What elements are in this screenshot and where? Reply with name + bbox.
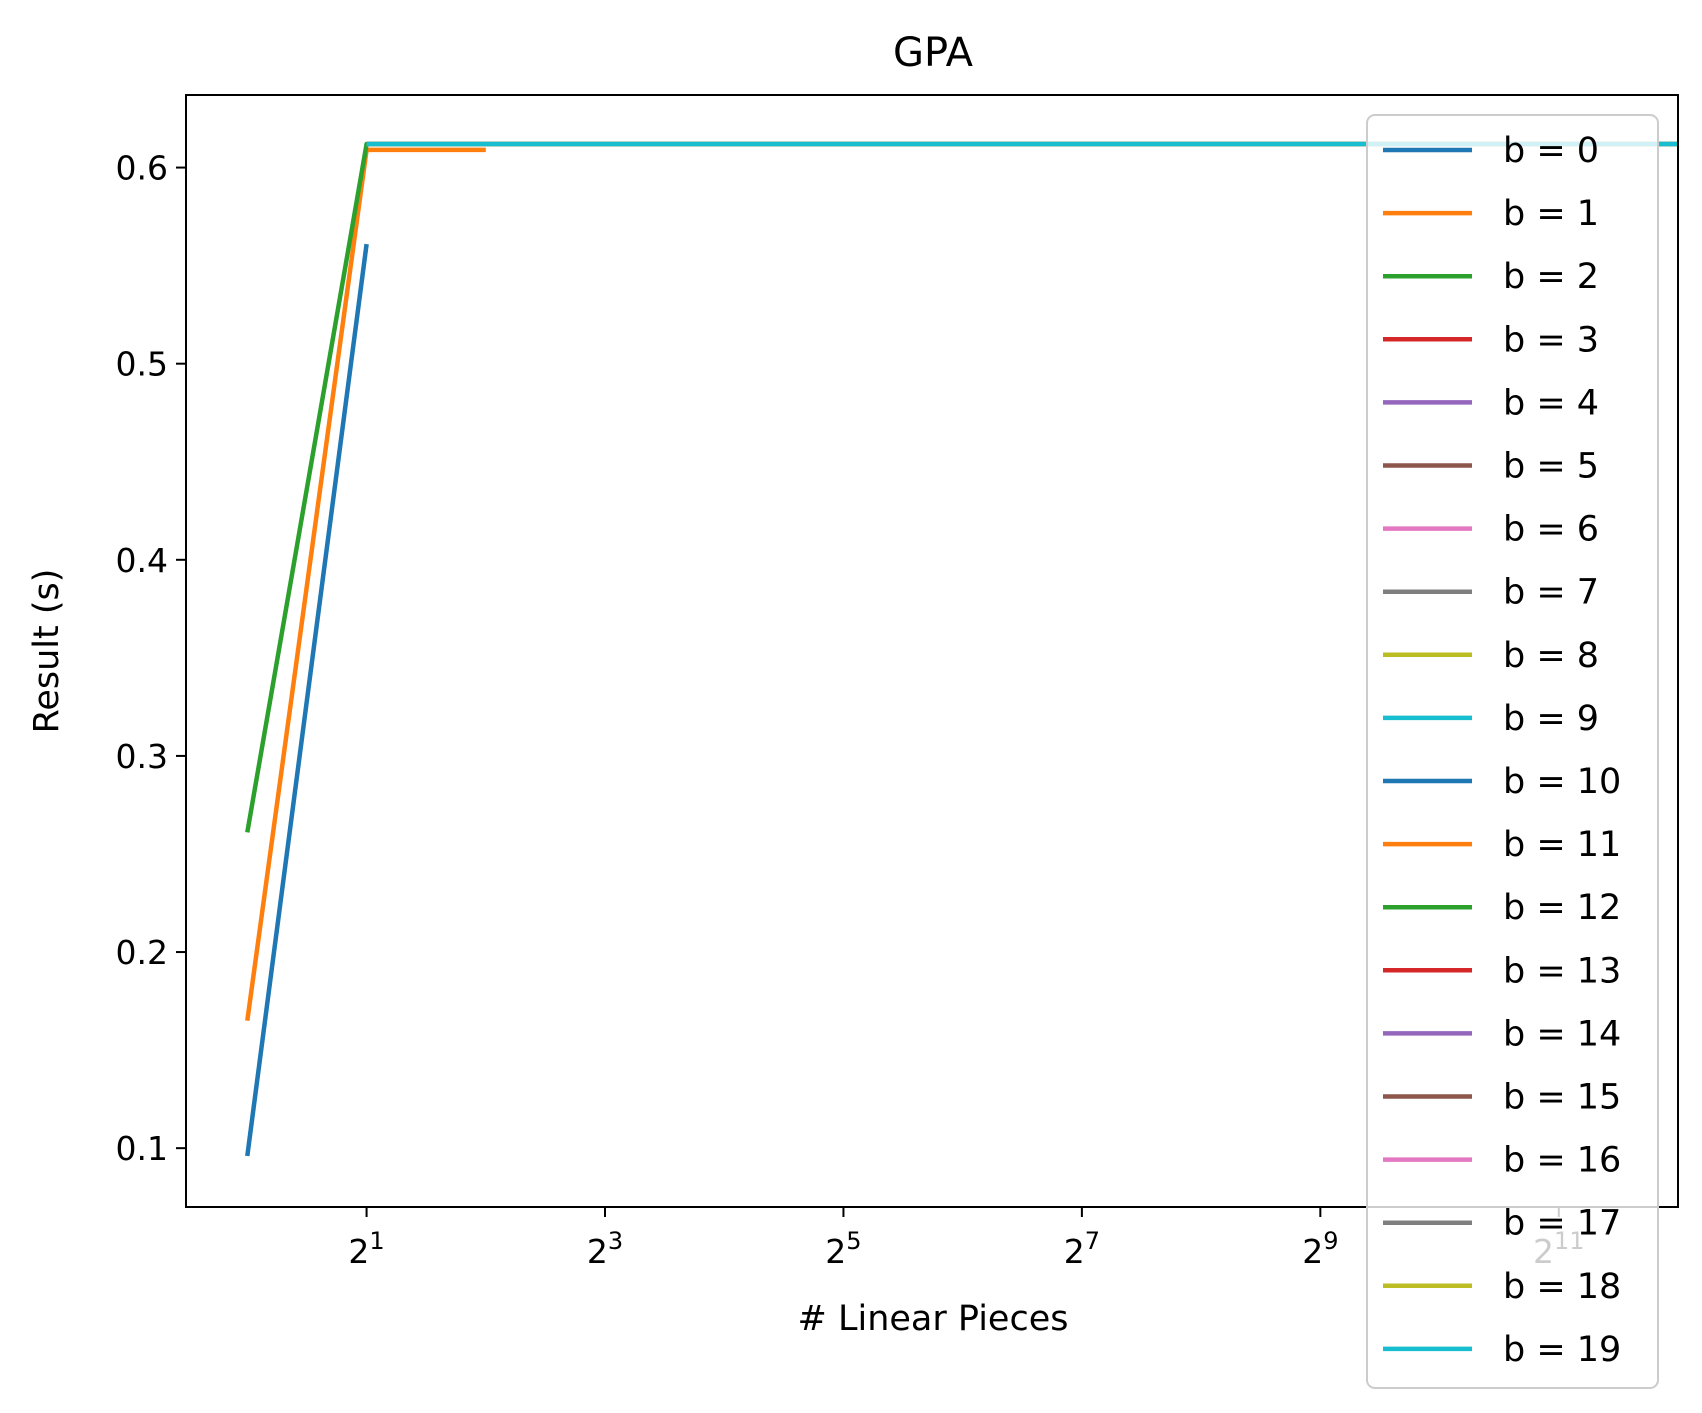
legend-label: b = 18 [1503, 1267, 1621, 1307]
legend-label: b = 19 [1503, 1330, 1621, 1370]
legend-label: b = 12 [1503, 888, 1621, 928]
legend-label: b = 7 [1503, 573, 1599, 613]
y-axis-ticks: 0.1 0.2 0.3 0.4 0.5 0.6 [116, 149, 186, 1168]
x-tick-label: 21 [348, 1227, 384, 1271]
x-tick-label: 25 [825, 1227, 861, 1271]
y-tick-label: 0.1 [116, 1129, 168, 1168]
y-tick-label: 0.5 [116, 345, 168, 384]
y-tick-label: 0.2 [116, 933, 168, 972]
legend-label: b = 8 [1503, 636, 1599, 676]
legend-label: b = 0 [1503, 131, 1599, 171]
y-axis-label: Result (s) [27, 569, 67, 734]
legend-label: b = 1 [1503, 194, 1599, 234]
legend-label: b = 9 [1503, 699, 1599, 739]
legend-label: b = 11 [1503, 825, 1621, 865]
legend-label: b = 3 [1503, 320, 1599, 360]
legend-label: b = 14 [1503, 1014, 1621, 1054]
legend-label: b = 15 [1503, 1078, 1621, 1118]
chart-title: GPA [893, 30, 974, 76]
y-tick-label: 0.4 [116, 541, 168, 580]
x-tick-label: 29 [1302, 1227, 1338, 1271]
legend-label: b = 13 [1503, 951, 1621, 991]
legend-items: b = 0 b = 1 b = 2 b = 3 b = 4 b = 5 b = 6 b = 7… [1383, 131, 1621, 1370]
legend-label: b = 10 [1503, 762, 1621, 802]
legend-box [1366, 114, 1659, 1389]
plot-frame [185, 94, 1679, 1208]
legend-label: b = 17 [1503, 1204, 1621, 1244]
x-tick-label: 23 [587, 1227, 623, 1271]
legend-label: b = 16 [1503, 1141, 1621, 1181]
legend-label: b = 5 [1503, 447, 1599, 487]
x-axis-label: # Linear Pieces [798, 1299, 1069, 1339]
x-tick-label: 27 [1064, 1227, 1100, 1271]
legend-label: b = 6 [1503, 510, 1599, 550]
y-tick-label: 0.6 [116, 149, 168, 188]
legend-label: b = 4 [1503, 383, 1599, 423]
legend: b = 0 b = 1 b = 2 b = 3 b = 4 b = 5 b = 6 b = 7… [1366, 114, 1659, 1389]
y-tick-label: 0.3 [116, 737, 168, 776]
series-line-b0 [245, 243, 369, 1157]
legend-label: b = 2 [1503, 257, 1599, 297]
